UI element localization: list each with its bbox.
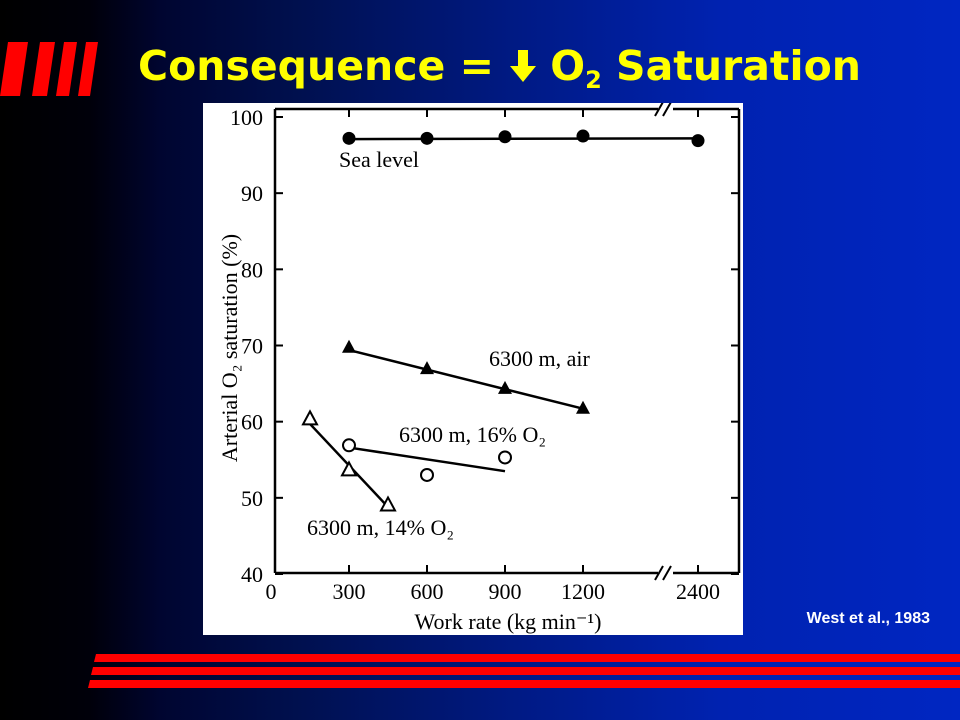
series-2: 6300 m, 16% O₂ [342, 422, 546, 482]
data-point [342, 339, 356, 353]
y-tick-label: 50 [241, 486, 263, 511]
decor-stripe [91, 667, 960, 675]
axis-break-mark [662, 565, 672, 581]
data-point [420, 361, 434, 375]
title-o: O [550, 42, 586, 90]
arrow-down-icon [510, 50, 537, 82]
fit-line [348, 137, 699, 141]
series-label: 6300 m, 14% O₂ [307, 515, 454, 540]
decor-stripe [88, 680, 960, 688]
decor-stripe [0, 42, 28, 96]
y-tick-label: 80 [241, 257, 263, 282]
decor-stripe [78, 42, 98, 96]
figure-panel: 100 90 80 70 60 50 40 0 300 600 900 1200 2400 Arteria… [203, 101, 743, 635]
x-tick-label: 0 [266, 579, 277, 604]
x-tick-label: 300 [333, 579, 366, 604]
title-end: Saturation [601, 42, 861, 90]
data-point [301, 409, 319, 426]
citation: West et al., 1983 [806, 610, 930, 627]
slide-title: Consequence = O2 Saturation [138, 40, 861, 92]
decor-stripe [94, 654, 960, 662]
axis-break-mark [654, 565, 664, 581]
x-tick-label: 1200 [561, 579, 605, 604]
decor-stripe [56, 42, 77, 96]
y-tick-label: 90 [241, 181, 263, 206]
chart: 100 90 80 70 60 50 400 300 600 900 1200 2400 Arteria… [217, 101, 741, 634]
data-point [342, 131, 356, 145]
y-tick-label: 70 [241, 334, 263, 359]
data-point [420, 131, 434, 145]
series-0: Sea level [339, 129, 705, 172]
x-axis-label: Work rate (kg min⁻¹) [415, 609, 602, 634]
data-point [420, 467, 434, 482]
data-point [498, 450, 512, 465]
series-1: 6300 m, air [342, 339, 590, 414]
series-label: Sea level [339, 147, 419, 172]
y-tick-label: 40 [241, 562, 263, 587]
axis-break-mark [654, 101, 664, 117]
decor-stripes-top [0, 42, 98, 96]
series-3: 6300 m, 14% O₂ [301, 409, 454, 540]
data-point [498, 130, 512, 144]
title-subscript: 2 [585, 66, 602, 94]
data-point [576, 400, 590, 414]
x-tick-label: 600 [411, 579, 444, 604]
x-tick-label: 900 [489, 579, 522, 604]
fit-line [348, 348, 584, 410]
decor-stripes-bottom [88, 654, 960, 688]
data-point [576, 129, 590, 143]
y-tick-label: 100 [230, 105, 263, 130]
fit-line [348, 446, 506, 473]
data-point [691, 134, 705, 148]
data-point [340, 460, 358, 477]
decor-stripe [32, 42, 55, 96]
y-tick-label: 60 [241, 410, 263, 435]
series-label: 6300 m, air [489, 346, 590, 371]
data-point [342, 438, 356, 453]
title-main: Consequence = [138, 42, 509, 90]
data-point [379, 495, 397, 512]
x-tick-label: 2400 [676, 579, 720, 604]
data-point [498, 380, 512, 394]
axis-break-mark [662, 101, 672, 117]
y-axis-label: Arterial O₂ saturation (%) [217, 234, 242, 462]
series-label: 6300 m, 16% O₂ [399, 422, 546, 447]
